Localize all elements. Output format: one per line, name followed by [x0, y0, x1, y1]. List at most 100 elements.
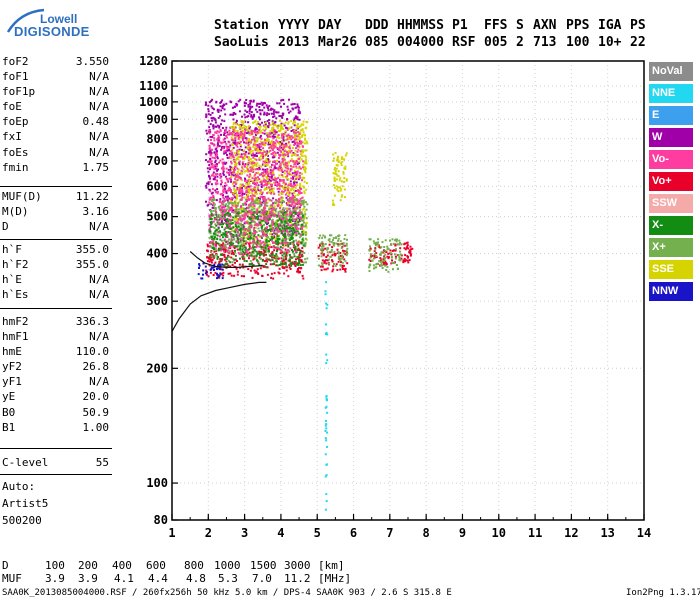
echo-point: [271, 233, 274, 236]
header-col-day: DAY: [318, 18, 342, 33]
echo-point: [286, 172, 289, 175]
echo-point: [287, 133, 290, 136]
echo-point: [345, 242, 348, 245]
echo-point: [291, 147, 294, 149]
echo-point: [302, 208, 305, 210]
echo-point: [271, 263, 274, 266]
echo-point: [283, 102, 286, 105]
footer-d-value: 400: [112, 559, 132, 572]
echo-point: [253, 269, 256, 272]
echo-point: [302, 163, 305, 166]
echo-point: [254, 127, 257, 130]
echo-point: [231, 155, 234, 158]
logo-digisonde-text: DIGISONDE: [14, 24, 90, 39]
echo-point: [291, 231, 294, 234]
echo-point: [267, 197, 270, 200]
echo-point: [261, 173, 264, 176]
x-tick-label: 4: [277, 526, 284, 540]
echo-point: [263, 206, 265, 209]
echo-point: [234, 228, 236, 231]
echo-point: [282, 155, 285, 158]
param-row: foEp 0.48: [0, 115, 112, 130]
echo-point: [370, 255, 373, 258]
echo-point: [293, 175, 296, 178]
echo-point: [219, 129, 222, 132]
echo-point: [284, 238, 287, 241]
echo-point: [280, 124, 283, 127]
echo-point: [289, 180, 292, 183]
echo-point: [293, 192, 296, 194]
echo-point: [278, 217, 281, 220]
footer-muf-value: 5.3: [218, 572, 238, 585]
echo-point: [251, 138, 253, 141]
echo-point: [259, 196, 262, 199]
echo-point: [246, 196, 248, 199]
echo-point: [224, 226, 227, 229]
echo-point: [249, 230, 252, 232]
echo-point: [258, 263, 261, 266]
echo-point: [250, 99, 252, 102]
echo-point: [287, 243, 290, 246]
echo-point: [273, 205, 276, 208]
echo-point: [223, 215, 226, 218]
echo-point: [241, 257, 244, 260]
echo-point: [381, 241, 384, 244]
echo-point: [295, 232, 298, 234]
echo-point: [274, 212, 277, 215]
echo-point: [235, 157, 238, 160]
echo-point: [225, 208, 228, 211]
echo-point: [325, 395, 328, 398]
echo-point: [212, 239, 215, 242]
echo-point: [281, 227, 284, 230]
echo-point: [255, 123, 258, 126]
echo-point: [398, 258, 401, 261]
echo-point: [259, 244, 262, 246]
echo-point: [232, 181, 235, 184]
echo-point: [297, 178, 300, 181]
echo-point: [204, 265, 207, 268]
echo-point: [374, 244, 377, 247]
echo-point: [270, 199, 273, 202]
echo-point: [266, 213, 269, 216]
echo-point: [337, 161, 340, 164]
echo-point: [290, 264, 293, 267]
echo-point: [250, 111, 253, 114]
echo-point: [237, 218, 240, 221]
echo-point: [292, 246, 295, 249]
param-name: B1: [2, 420, 16, 434]
echo-point: [253, 216, 256, 219]
echo-point: [214, 163, 217, 166]
echo-point: [293, 247, 296, 250]
echo-point: [264, 216, 267, 219]
echo-point: [293, 211, 296, 214]
echo-point: [296, 263, 298, 266]
echo-point: [274, 129, 277, 132]
echo-point: [252, 258, 255, 261]
param-name: hmF2: [2, 315, 29, 328]
echo-point: [368, 238, 371, 241]
echo-point: [397, 267, 399, 270]
echo-point: [225, 190, 228, 193]
echo-point: [250, 152, 253, 155]
echo-point: [299, 125, 302, 127]
echo-point: [304, 234, 307, 236]
echo-point: [275, 250, 278, 253]
echo-point: [277, 224, 280, 227]
echo-point: [259, 181, 262, 184]
echo-point: [263, 106, 266, 109]
echo-point: [247, 129, 249, 132]
echo-point: [286, 165, 289, 168]
echo-point: [263, 163, 266, 166]
echo-point: [210, 214, 213, 217]
echo-point: [274, 214, 277, 217]
echo-point: [371, 259, 374, 262]
echo-point: [242, 210, 245, 213]
echo-point: [240, 206, 243, 209]
echo-point: [386, 255, 389, 258]
echo-point: [337, 186, 339, 189]
echo-point: [274, 181, 277, 184]
echo-point: [283, 164, 286, 167]
echo-point: [243, 207, 246, 210]
trace-curve-1: [171, 281, 267, 332]
echo-point: [222, 170, 225, 173]
